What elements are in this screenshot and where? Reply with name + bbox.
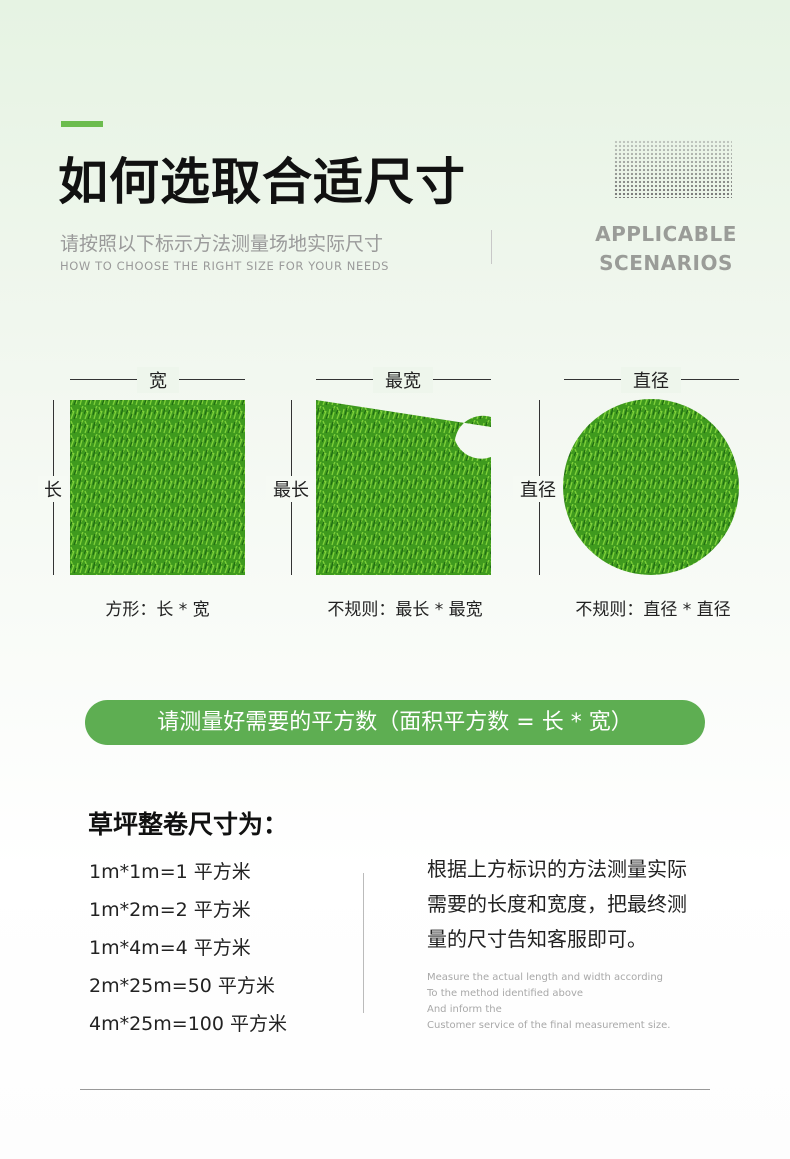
accent-bar [61, 121, 103, 127]
size-item: 1m*2m=2 平方米 [89, 899, 251, 921]
size-item: 4m*25m=100 平方米 [89, 1013, 288, 1035]
irregular-caption: 不规则：最长 * 最宽 [327, 600, 483, 620]
max-length-label: 最长 [266, 476, 316, 502]
instruction-en-line: To the method identified above [427, 988, 584, 999]
column-divider [363, 873, 364, 1013]
diameter-top-label: 直径 [621, 367, 681, 393]
instruction-line: 量的尺寸告知客服即可。 [427, 927, 647, 951]
badge-line-1: APPLICABLE [595, 222, 737, 246]
roll-sizes-heading: 草坪整卷尺寸为： [88, 810, 289, 839]
size-item: 1m*1m=1 平方米 [89, 861, 251, 883]
max-width-label: 最宽 [373, 367, 433, 393]
bottom-divider [80, 1089, 710, 1090]
diameter-side-label: 直径 [513, 476, 563, 502]
size-item: 2m*25m=50 平方米 [89, 975, 275, 997]
length-label: 长 [38, 476, 68, 502]
circle-caption: 不规则：直径 * 直径 [575, 600, 731, 620]
subtitle-cn: 请按照以下标示方法测量场地实际尺寸 [60, 233, 384, 255]
instruction-en-line: Measure the actual length and width acco… [427, 972, 664, 983]
instruction-en-line: Customer service of the final measuremen… [427, 1020, 671, 1031]
page-title: 如何选取合适尺寸 [58, 153, 466, 211]
grass-shapes [70, 399, 739, 575]
divider [491, 230, 492, 264]
instruction-en-line: And inform the [427, 1004, 502, 1015]
applicable-scenarios-badge: APPLICABLE SCENARIOS [586, 220, 746, 278]
square-grass-sample [70, 400, 245, 575]
badge-line-2: SCENARIOS [599, 251, 733, 275]
irregular-grass-sample [316, 400, 491, 575]
circle-grass-sample [563, 399, 739, 575]
instructions-cn: 根据上方标识的方法测量实际 需要的长度和宽度，把最终测 量的尺寸告知客服即可。 [427, 852, 687, 957]
square-caption: 方形：长 * 宽 [105, 600, 210, 620]
subtitle-en: HOW TO CHOOSE THE RIGHT SIZE FOR YOUR NE… [60, 259, 390, 273]
area-formula-banner: 请测量好需要的平方数（面积平方数 = 长 * 宽） [85, 700, 705, 745]
instruction-line: 需要的长度和宽度，把最终测 [427, 892, 687, 916]
halftone-dots-decoration [614, 140, 732, 198]
width-label: 宽 [137, 367, 179, 393]
instruction-line: 根据上方标识的方法测量实际 [427, 857, 687, 881]
instructions-en: Measure the actual length and width acco… [427, 970, 670, 1034]
size-item: 1m*4m=4 平方米 [89, 937, 251, 959]
